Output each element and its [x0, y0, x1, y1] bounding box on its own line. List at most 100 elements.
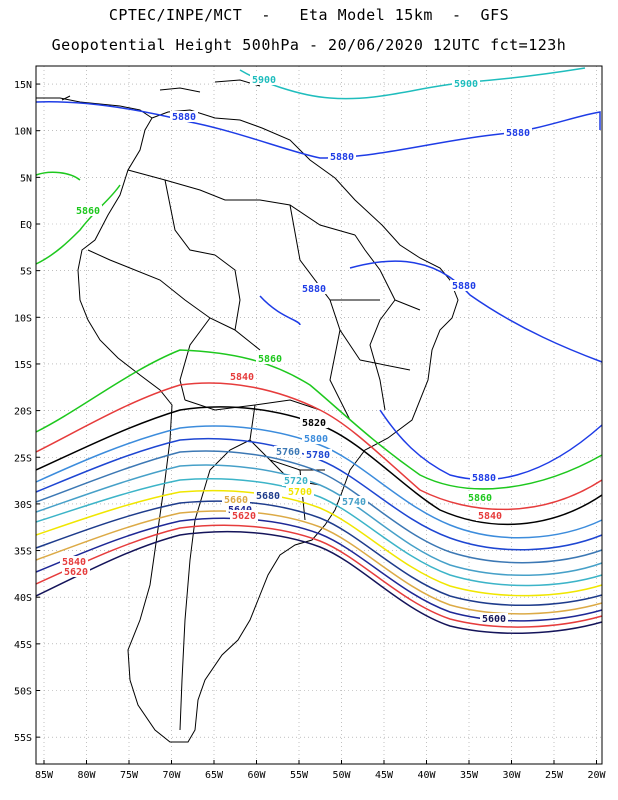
contour-5800	[35, 425, 603, 539]
contour-label: 5840	[230, 372, 254, 383]
contour-label-bg	[228, 371, 256, 382]
lon-label: 75W	[120, 770, 139, 781]
lat-label: 30S	[14, 500, 32, 511]
lon-label: 40W	[417, 770, 436, 781]
contour-5860	[35, 184, 121, 265]
height-contours	[35, 67, 603, 634]
contour-5720	[35, 478, 603, 587]
central-america-coastline	[36, 97, 153, 119]
lon-label: 60W	[247, 770, 266, 781]
contour-label: 5840	[62, 557, 86, 568]
contour-label: 5700	[288, 487, 312, 498]
contour-label: 5800	[304, 434, 328, 445]
lon-label: 85W	[35, 770, 54, 781]
contour-label-bg	[302, 433, 330, 444]
lon-label: 25W	[545, 770, 564, 781]
contour-5740	[35, 464, 603, 577]
contour-label: 5740	[342, 497, 366, 508]
lon-label: 35W	[460, 770, 479, 781]
contour-label: 5880	[452, 281, 476, 292]
contour-label: 5860	[258, 354, 282, 365]
contour-label: 5680	[256, 491, 280, 502]
lon-label: 55W	[290, 770, 309, 781]
contour-5760	[35, 450, 603, 564]
contour-label-bg	[476, 510, 504, 521]
contour-label: 5820	[302, 418, 326, 429]
country-borders	[87, 169, 421, 731]
graticule	[36, 66, 602, 764]
lat-label: 45S	[14, 640, 32, 651]
contour-label: 5860	[76, 206, 100, 217]
title-line-2: Geopotential Height 500hPa - 20/06/2020 …	[51, 36, 567, 54]
lat-label: 50S	[14, 687, 32, 698]
contour-label-bg	[328, 151, 356, 162]
contour-label: 5880	[172, 112, 196, 123]
lon-label: 30W	[502, 770, 521, 781]
lat-label: 10S	[14, 313, 32, 324]
contour-label-bg	[452, 78, 480, 89]
lon-label: 70W	[162, 770, 181, 781]
contour-label: 5720	[284, 476, 308, 487]
contour-5700	[35, 489, 603, 597]
contour-label-bg	[450, 280, 478, 291]
contour-label-bg	[222, 494, 250, 505]
contour-labels: 5900 5900 5880 5880 5880 5880 5880 5880 5860 5860…	[60, 74, 532, 625]
lat-label: 15S	[14, 360, 32, 371]
lat-label: 35S	[14, 547, 32, 558]
contour-label: 5880	[506, 128, 530, 139]
contour-5680	[35, 500, 603, 607]
contour-label: 5760	[276, 447, 300, 458]
contour-label-bg	[340, 496, 368, 507]
contour-5880	[35, 101, 601, 159]
lat-label: 25S	[14, 453, 32, 464]
contour-5860	[35, 171, 81, 181]
contour-label-bg	[170, 111, 198, 122]
contour-label-bg	[230, 510, 258, 521]
lon-label: 80W	[77, 770, 96, 781]
lat-label: 55S	[14, 733, 32, 744]
contour-label-bg	[480, 613, 508, 624]
contour-label: 5880	[472, 473, 496, 484]
contour-label: 5620	[232, 511, 256, 522]
contour-label-bg	[250, 74, 278, 85]
contour-5880	[379, 409, 603, 481]
contour-label-bg	[300, 283, 328, 294]
contour-label-bg	[466, 492, 494, 503]
contour-label: 5860	[468, 493, 492, 504]
contour-label: 5900	[454, 79, 478, 90]
coastline	[36, 79, 459, 743]
contour-label: 5620	[64, 567, 88, 578]
contour-label: 5900	[252, 75, 276, 86]
title-line-1: CPTEC/INPE/MCT - Eta Model 15km - GFS	[108, 6, 510, 24]
contour-label: 5780	[306, 450, 330, 461]
lon-label: 45W	[375, 770, 394, 781]
contour-label-bg	[62, 566, 90, 577]
lon-label: 50W	[332, 770, 351, 781]
contour-5860	[35, 349, 603, 490]
lat-label: 20S	[14, 407, 32, 418]
contour-5620	[35, 524, 603, 628]
state-borders	[289, 204, 411, 421]
lat-label: 40S	[14, 593, 32, 604]
contour-5840	[35, 382, 603, 511]
longitude-labels: 85W 80W 75W 70W 65W 60W 55W 50W 45W 40W 35W 30W 25W 2…	[35, 760, 607, 781]
lon-label: 65W	[205, 770, 224, 781]
contour-5600	[35, 530, 603, 634]
lat-label: EQ	[20, 220, 32, 231]
contour-label-bg	[470, 472, 498, 483]
contour-label-bg	[256, 353, 284, 364]
lat-label: 5N	[20, 173, 32, 184]
south-america-coastline	[77, 109, 459, 743]
contour-label-bg	[286, 486, 314, 497]
contour-label: 5880	[330, 152, 354, 163]
contour-label-bg	[282, 475, 310, 486]
contour-label-bg	[274, 446, 302, 457]
contour-5880	[259, 295, 301, 326]
latitude-labels: 15N 10N 5N EQ 5S 10S 15S 20S 25S 30S 35S 40S 45S 50S 5…	[14, 80, 40, 744]
contour-label: 5600	[482, 614, 506, 625]
contour-label-bg	[504, 127, 532, 138]
contour-label-bg	[60, 556, 88, 567]
plot-frame	[35, 65, 603, 765]
contour-5900	[239, 67, 586, 100]
